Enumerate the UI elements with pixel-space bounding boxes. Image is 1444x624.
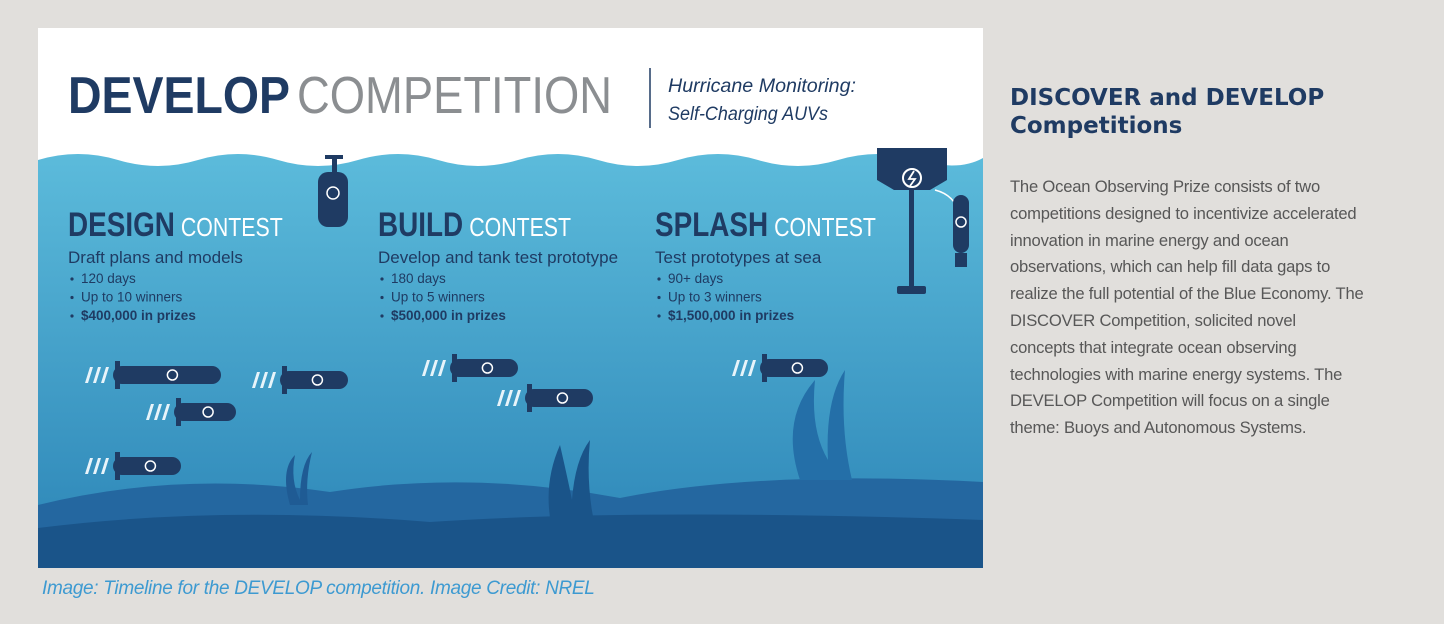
sidebar-body: The Ocean Observing Prize consists of tw… xyxy=(1010,174,1365,442)
contest-bullet: $1,500,000 in prizes xyxy=(668,308,794,323)
title-light: COMPETITION xyxy=(297,67,612,125)
auv-body xyxy=(450,359,518,377)
page: DEVELOP Competition {"infographic": { "t… xyxy=(0,0,1444,624)
contest-bullet: 180 days xyxy=(391,271,446,286)
subtitle-line: Self-Charging AUVs xyxy=(668,104,828,125)
contest-name: BUILD xyxy=(378,206,463,244)
bullet-dot xyxy=(70,296,73,299)
page-body: DEVELOP COMPETITION Hurricane Monitoring… xyxy=(0,0,1444,624)
seabed-front xyxy=(38,514,983,568)
image-caption: Image: Timeline for the DEVELOP competit… xyxy=(42,578,595,600)
contest-name: DESIGN xyxy=(68,206,175,244)
bullet-dot xyxy=(380,277,383,280)
auv-body xyxy=(174,403,236,421)
contest-bullet: Up to 10 winners xyxy=(81,290,183,305)
contest-bullet: $500,000 in prizes xyxy=(391,308,506,323)
auv-fin xyxy=(115,452,120,480)
contest-description: Draft plans and models xyxy=(68,248,243,267)
contest-suffix: CONTEST xyxy=(181,212,283,242)
bullet-dot xyxy=(657,277,660,280)
auv-body xyxy=(280,371,348,389)
auv-fin xyxy=(762,354,767,382)
bullet-dot xyxy=(657,296,660,299)
bullet-dot xyxy=(70,277,73,280)
auv-fin xyxy=(452,354,457,382)
sidebar-heading: DISCOVER and DEVELOP Competitions xyxy=(1010,84,1370,140)
contest-bullet: 120 days xyxy=(81,271,136,286)
contest-name: SPLASH xyxy=(655,206,768,244)
contest-bullet: 90+ days xyxy=(668,271,723,286)
bullet-dot xyxy=(70,314,73,317)
auv-fin xyxy=(527,384,532,412)
contest-description: Test prototypes at sea xyxy=(655,248,822,267)
subtitle-line: Hurricane Monitoring: xyxy=(668,76,856,97)
bullet-dot xyxy=(380,296,383,299)
auv-body xyxy=(113,457,181,475)
title-bold: DEVELOP xyxy=(68,67,290,125)
contest-bullet: $400,000 in prizes xyxy=(81,308,196,323)
auv-body xyxy=(760,359,828,377)
contest-bullet: Up to 3 winners xyxy=(668,290,762,305)
auv-fin xyxy=(176,398,181,426)
auv-body xyxy=(525,389,593,407)
contest-description: Develop and tank test prototype xyxy=(378,248,618,267)
bullet-dot xyxy=(380,314,383,317)
auv-fin xyxy=(115,361,120,389)
title: DEVELOP COMPETITION Hurricane Monitoring… xyxy=(68,67,856,125)
contest-suffix: CONTEST xyxy=(774,212,876,242)
auv-fin xyxy=(282,366,287,394)
contest-suffix: CONTEST xyxy=(469,212,571,242)
bullet-dot xyxy=(657,314,660,317)
contest-bullet: Up to 5 winners xyxy=(391,290,485,305)
